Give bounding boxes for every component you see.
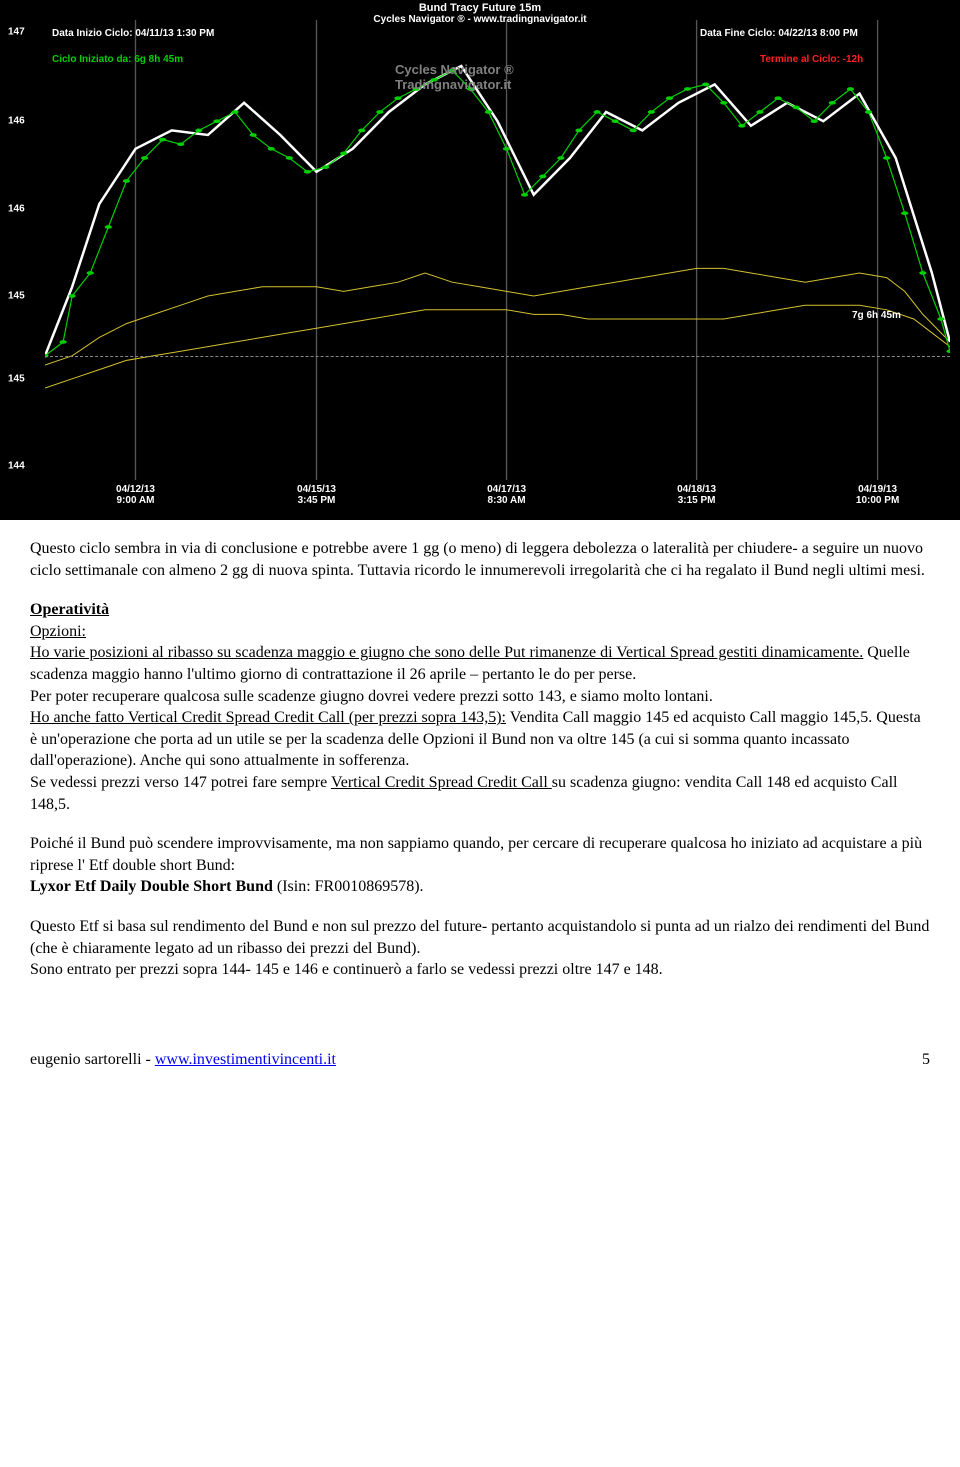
x-tick-label: 04/19/1310:00 PM [856,484,899,506]
page-footer: eugenio sartorelli - www.investimentivin… [0,991,960,1081]
paragraph-recupero: Per poter recuperare qualcosa sulle scad… [30,686,930,708]
y-tick-label: 146 [8,116,25,127]
page-number: 5 [922,1051,930,1069]
annot-ciclo-iniziato: Ciclo Iniziato da: 6g 8h 45m [52,54,183,65]
annot-duration: 7g 6h 45m [852,310,901,321]
footer-author: eugenio sartorelli - www.investimentivin… [30,1051,336,1069]
paragraph-intro: Questo ciclo sembra in via di conclusion… [30,538,930,581]
paragraph-opzioni: Ho varie posizioni al ribasso su scadenz… [30,642,930,685]
x-tick-label: 04/18/133:15 PM [677,484,716,506]
y-tick-label: 146 [8,203,25,214]
paragraph-147: Se vedessi prezzi verso 147 potrei fare … [30,772,930,815]
cycles-chart: Bund Tracy Future 15m Cycles Navigator ®… [0,0,960,520]
document-body: Questo ciclo sembra in via di conclusion… [0,520,960,991]
heading-operativita: Operatività [30,601,109,618]
heading-opzioni: Opzioni: [30,623,86,640]
chart-title: Bund Tracy Future 15m [0,0,960,14]
y-tick-label: 145 [8,291,25,302]
y-tick-label: 144 [8,461,25,472]
annot-data-fine: Data Fine Ciclo: 04/22/13 8:00 PM [700,28,858,39]
y-axis: 147 146 146 145 145 144 [0,20,45,480]
y-tick-label: 145 [8,373,25,384]
x-tick-label: 04/17/138:30 AM [487,484,526,506]
annot-watermark1: Cycles Navigator ® [395,62,514,77]
annot-data-inizio: Data Inizio Ciclo: 04/11/13 1:30 PM [52,28,214,39]
x-tick-label: 04/15/133:45 PM [297,484,336,506]
x-tick-label: 04/12/139:00 AM [116,484,155,506]
annot-watermark2: Tradingnavigator.it [395,77,511,92]
annot-termine: Termine al Ciclo: -12h [760,54,863,65]
dashed-hline [45,356,950,357]
paragraph-etf-basis: Questo Etf si basa sul rendimento del Bu… [30,916,930,959]
paragraph-vertical-credit: Ho anche fatto Vertical Credit Spread Cr… [30,707,930,772]
footer-link[interactable]: www.investimentivincenti.it [155,1051,336,1068]
x-axis: 04/12/139:00 AM 04/15/133:45 PM 04/17/138:… [45,480,950,520]
paragraph-entry: Sono entrato per prezzi sopra 144- 145 e… [30,959,930,981]
paragraph-etf-intro: Poiché il Bund può scendere improvvisame… [30,833,930,876]
paragraph-etf-name: Lyxor Etf Daily Double Short Bund (Isin:… [30,876,930,898]
y-tick-label: 147 [8,26,25,37]
